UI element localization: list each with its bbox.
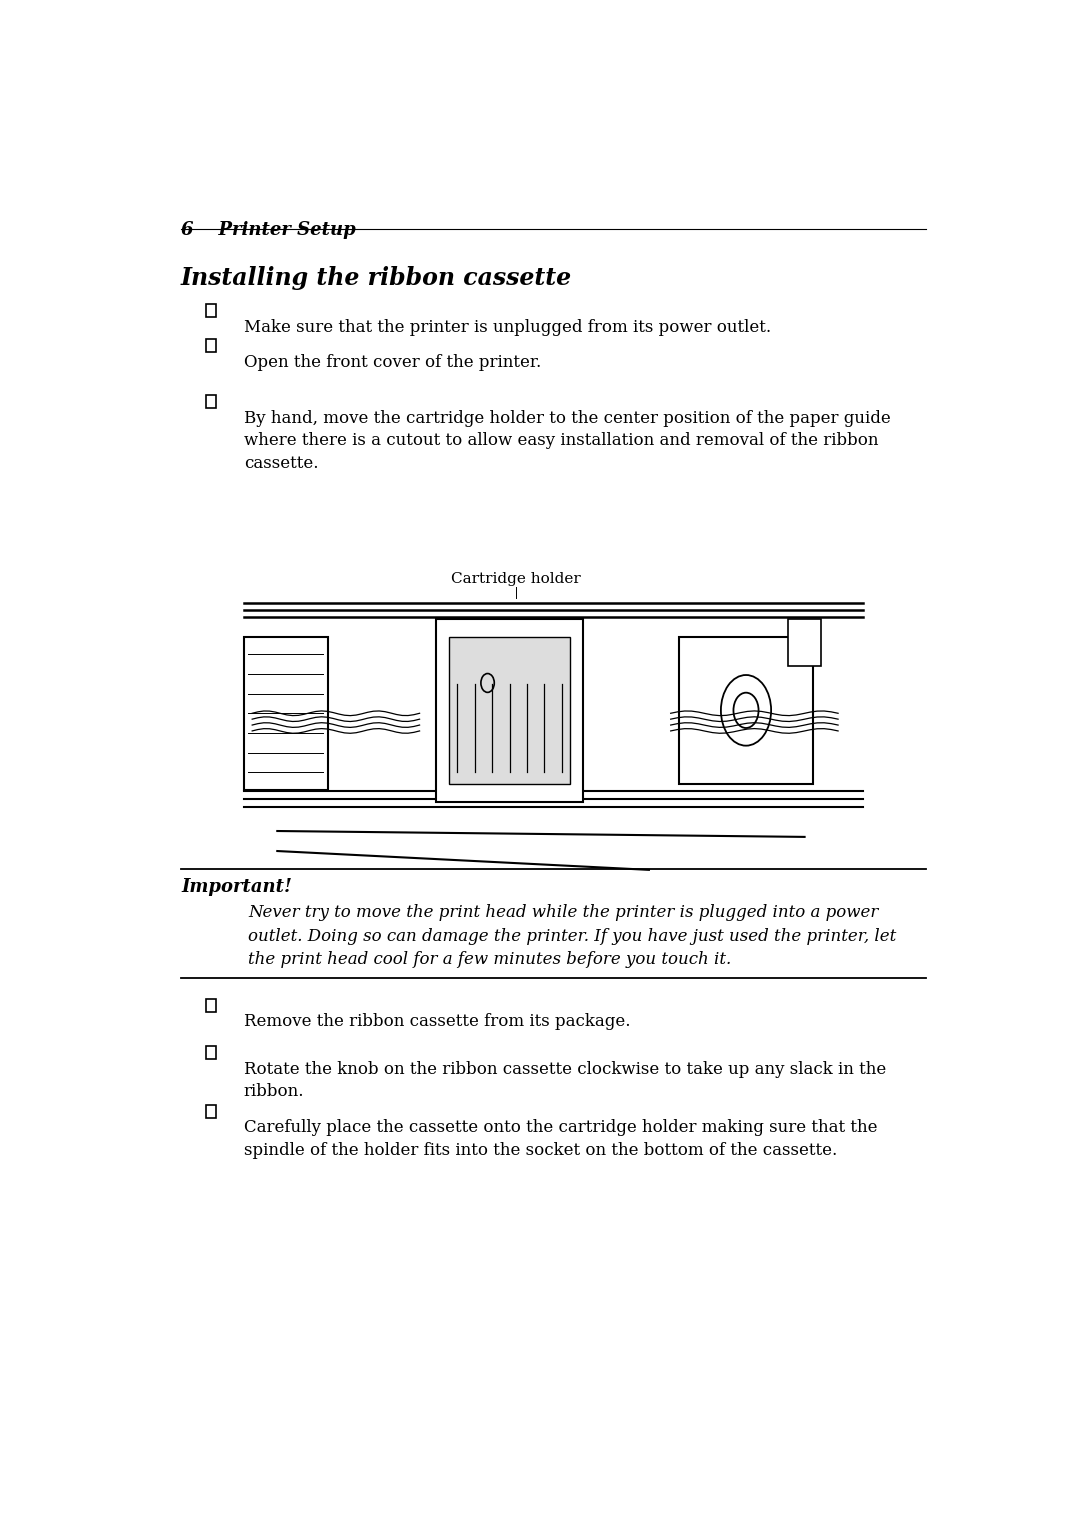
Text: 6    Printer Setup: 6 Printer Setup [181, 222, 355, 239]
Text: By hand, move the cartridge holder to the center position of the paper guide
whe: By hand, move the cartridge holder to th… [244, 410, 891, 472]
Text: Carefully place the cassette onto the cartridge holder making sure that the
spin: Carefully place the cassette onto the ca… [244, 1119, 877, 1159]
Bar [788, 619, 822, 667]
Text: Important!: Important! [181, 878, 292, 896]
Bar [436, 619, 583, 801]
Bar [449, 636, 570, 784]
Bar [244, 636, 327, 790]
Bar [205, 998, 216, 1012]
Bar [205, 339, 216, 352]
Bar [205, 304, 216, 317]
Bar [205, 394, 216, 408]
Bar [679, 636, 813, 784]
Text: Make sure that the printer is unplugged from its power outlet.: Make sure that the printer is unplugged … [244, 320, 771, 336]
Text: Cartridge holder: Cartridge holder [451, 572, 581, 586]
Text: Open the front cover of the printer.: Open the front cover of the printer. [244, 355, 541, 372]
Text: Installing the ribbon cassette: Installing the ribbon cassette [181, 266, 572, 291]
Bar [235, 595, 872, 836]
Text: Remove the ribbon cassette from its package.: Remove the ribbon cassette from its pack… [244, 1014, 631, 1031]
Bar [205, 1046, 216, 1058]
Text: Never try to move the print head while the printer is plugged into a power
outle: Never try to move the print head while t… [248, 904, 896, 968]
Bar [205, 1104, 216, 1118]
Text: Rotate the knob on the ribbon cassette clockwise to take up any slack in the
rib: Rotate the knob on the ribbon cassette c… [244, 1061, 886, 1101]
